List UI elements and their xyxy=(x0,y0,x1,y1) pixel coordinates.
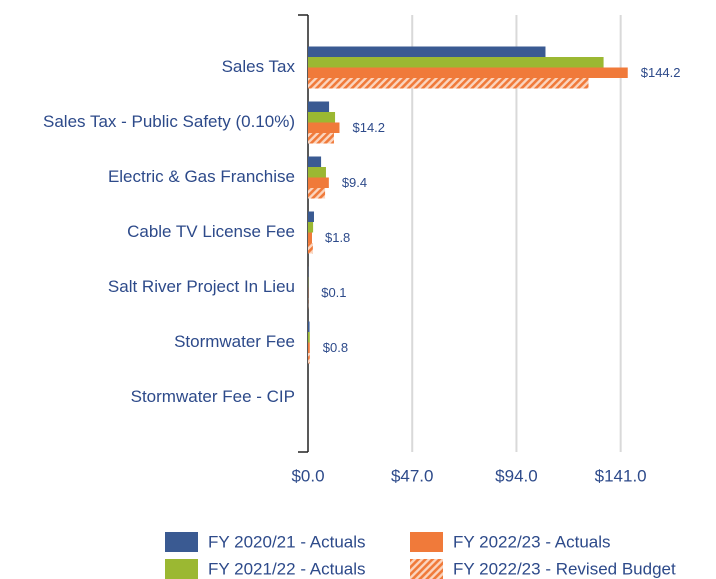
value-label: $144.2 xyxy=(641,65,681,80)
value-label: $9.4 xyxy=(342,175,367,190)
legend-label: FY 2022/23 - Revised Budget xyxy=(453,559,676,578)
category-label: Sales Tax - Public Safety (0.10%) xyxy=(43,112,295,131)
bar xyxy=(308,67,628,78)
x-tick-label: $47.0 xyxy=(391,466,434,485)
category-label: Cable TV License Fee xyxy=(127,222,295,241)
legend-label: FY 2022/23 - Actuals xyxy=(453,532,611,551)
bar xyxy=(308,78,589,89)
value-label: $1.8 xyxy=(325,230,350,245)
legend-swatch xyxy=(410,559,443,579)
bar xyxy=(308,188,326,199)
bar xyxy=(308,57,604,68)
legend-swatch xyxy=(165,532,198,552)
bar xyxy=(308,167,326,178)
legend-label: FY 2020/21 - Actuals xyxy=(208,532,366,551)
bar xyxy=(308,321,310,332)
value-label: $0.8 xyxy=(323,340,348,355)
category-label: Stormwater Fee xyxy=(174,332,295,351)
x-tick-label: $0.0 xyxy=(291,466,324,485)
bar xyxy=(308,232,312,243)
bar xyxy=(308,353,310,364)
bar xyxy=(308,222,314,233)
bar xyxy=(308,112,336,123)
legend-label: FY 2021/22 - Actuals xyxy=(208,559,366,578)
bar xyxy=(308,177,329,188)
bar xyxy=(308,211,314,222)
value-label: $14.2 xyxy=(352,120,385,135)
bar xyxy=(308,101,330,112)
category-label: Salt River Project In Lieu xyxy=(108,277,295,296)
bar xyxy=(308,332,310,343)
bar xyxy=(308,342,310,353)
legend-swatch xyxy=(410,532,443,552)
bar xyxy=(308,133,334,144)
x-tick-label: $94.0 xyxy=(495,466,538,485)
bar xyxy=(308,243,313,254)
bar xyxy=(308,122,340,133)
bar xyxy=(308,156,322,167)
legend-swatch xyxy=(165,559,198,579)
bar xyxy=(308,46,546,57)
x-tick-label: $141.0 xyxy=(595,466,647,485)
category-label: Sales Tax xyxy=(222,57,296,76)
value-label: $0.1 xyxy=(321,285,346,300)
category-label: Stormwater Fee - CIP xyxy=(131,387,295,406)
category-label: Electric & Gas Franchise xyxy=(108,167,295,186)
